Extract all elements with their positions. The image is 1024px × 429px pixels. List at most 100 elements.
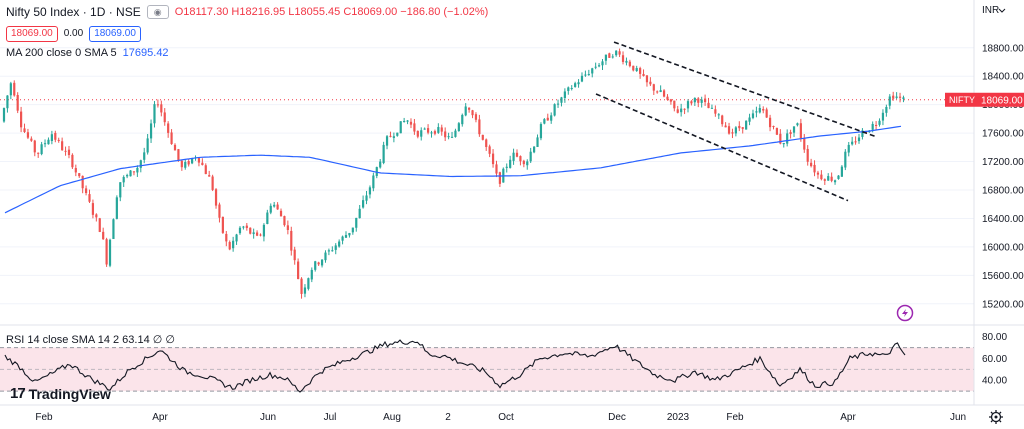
rsi-pane[interactable] xyxy=(0,339,974,393)
candle xyxy=(252,228,255,239)
candle xyxy=(416,130,419,139)
candle xyxy=(300,277,303,299)
candle xyxy=(348,232,351,238)
price-pane[interactable] xyxy=(0,41,974,322)
candle xyxy=(772,125,775,130)
symbol-title[interactable]: Nifty 50 Index · 1D · NSE xyxy=(6,5,141,19)
candle xyxy=(498,171,501,188)
current-price-value: 18069.00 xyxy=(981,95,1023,106)
candle xyxy=(365,190,368,205)
candle xyxy=(334,243,337,255)
candle xyxy=(9,81,12,100)
candle xyxy=(406,120,409,125)
candle xyxy=(635,65,638,72)
tradingview-logo-icon: 17 xyxy=(10,385,26,402)
candle xyxy=(327,248,330,256)
candle xyxy=(474,112,478,123)
candle xyxy=(344,231,348,239)
candle xyxy=(844,149,847,171)
candle xyxy=(827,173,830,181)
candle xyxy=(878,118,881,127)
candle xyxy=(881,109,885,126)
candle xyxy=(201,158,204,166)
candle xyxy=(232,236,235,252)
candle xyxy=(33,139,36,157)
candle xyxy=(297,258,300,280)
candle xyxy=(403,117,406,123)
candle xyxy=(454,128,457,138)
price-axis[interactable]: INR 18800.0018400.0018000.0017600.001720… xyxy=(945,0,1024,405)
trendlines[interactable] xyxy=(595,41,877,202)
ma-legend-label[interactable]: MA 200 close 0 SMA 5 xyxy=(6,47,117,59)
candle xyxy=(594,62,597,70)
candle xyxy=(67,145,71,159)
candle xyxy=(560,96,563,107)
price-tick-1: 18400.00 xyxy=(982,72,1024,83)
candle xyxy=(601,59,604,70)
candle xyxy=(420,127,423,141)
candle xyxy=(399,121,402,134)
time-tick-0: Feb xyxy=(35,412,53,423)
candle xyxy=(837,175,840,180)
candle xyxy=(768,114,772,132)
candle xyxy=(546,113,549,121)
trendline-1[interactable] xyxy=(595,93,849,202)
time-tick-11: Jun xyxy=(950,412,966,423)
candle xyxy=(751,109,755,120)
currency-dropdown-icon[interactable] xyxy=(998,8,1006,13)
candle xyxy=(539,122,543,141)
candle xyxy=(204,163,207,175)
candle xyxy=(875,121,878,130)
tradingview-logo[interactable]: 17 TradingView xyxy=(10,385,111,402)
candle xyxy=(580,72,584,83)
candle xyxy=(211,174,214,192)
price-tick-8: 15600.00 xyxy=(982,271,1024,282)
candle xyxy=(683,108,686,115)
candle xyxy=(440,124,443,136)
candle xyxy=(840,165,843,177)
alert-icon[interactable] xyxy=(896,304,914,322)
candle xyxy=(245,223,248,231)
candle xyxy=(382,141,385,165)
candle xyxy=(84,185,88,196)
candle xyxy=(385,135,389,150)
sell-price-chip[interactable]: 18069.00 xyxy=(6,26,58,42)
trendline-0[interactable] xyxy=(613,41,877,138)
settings-gear-icon[interactable] xyxy=(989,410,1003,424)
candle xyxy=(813,160,816,177)
candle xyxy=(136,165,139,177)
current-price-symbol: NIFTY xyxy=(949,95,975,105)
candle xyxy=(563,88,566,103)
candle xyxy=(700,96,703,108)
time-axis[interactable]: Feb Apr Jun Jul Aug 2 Oct Dec 2023 Feb Apr Jun xyxy=(0,404,1024,424)
buy-price-chip[interactable]: 18069.00 xyxy=(89,26,141,42)
close-value: C18069.00 xyxy=(343,6,398,18)
candle xyxy=(355,217,358,232)
candle xyxy=(587,69,590,76)
candle xyxy=(775,127,779,136)
currency-label[interactable]: INR xyxy=(982,5,999,16)
candle xyxy=(608,52,611,58)
candle xyxy=(457,121,460,132)
candle xyxy=(680,103,683,117)
visibility-icon[interactable]: ◉ xyxy=(146,5,169,19)
candle xyxy=(734,126,737,137)
candle xyxy=(478,114,481,137)
candle xyxy=(91,199,95,219)
current-price-label: NIFTY 18069.00 xyxy=(945,92,1024,107)
rsi-legend[interactable]: RSI 14 close SMA 14 2 63.14 ∅ ∅ xyxy=(6,334,175,346)
candle xyxy=(314,260,317,272)
candle xyxy=(180,159,183,171)
rsi-tick-2: 40.00 xyxy=(982,376,1007,387)
candle xyxy=(755,106,758,118)
candle xyxy=(656,90,659,94)
candle xyxy=(611,54,614,59)
rsi-tick-1: 60.00 xyxy=(982,354,1007,365)
time-tick-6: Oct xyxy=(498,412,514,423)
price-tick-5: 16800.00 xyxy=(982,186,1024,197)
candle xyxy=(197,157,201,167)
candle xyxy=(649,77,652,87)
time-tick-labels: Feb Apr Jun Jul Aug 2 Oct Dec 2023 Feb Apr Jun xyxy=(35,412,966,423)
candle xyxy=(177,148,180,162)
